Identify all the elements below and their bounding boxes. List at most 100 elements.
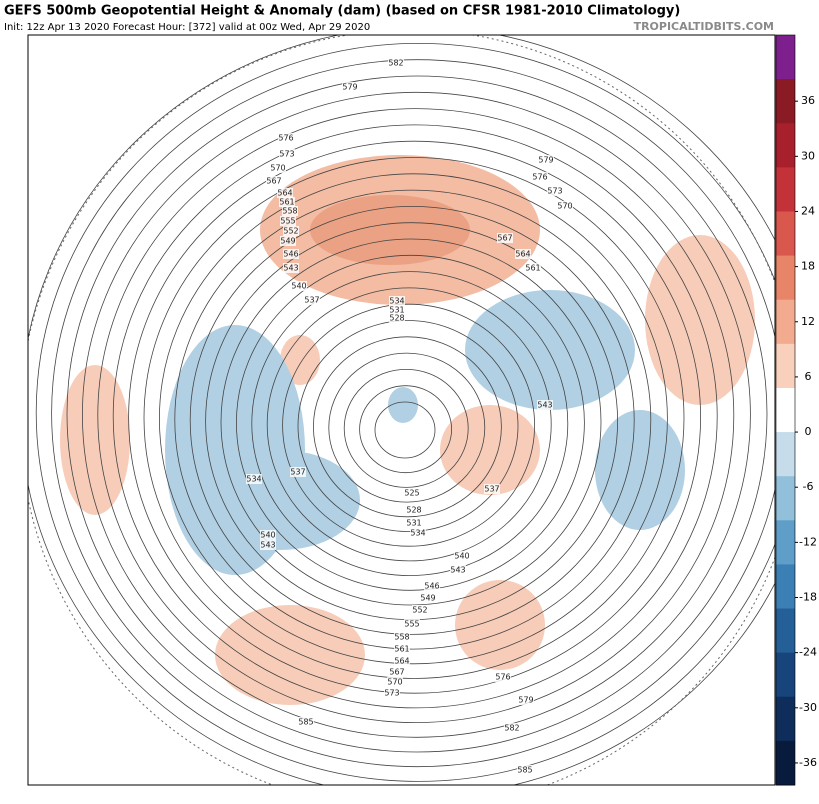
- label-bg: [518, 695, 534, 705]
- colorbar-segment: [776, 476, 795, 521]
- contour-label: 564: [394, 657, 409, 666]
- contour-label: 570: [387, 678, 402, 687]
- contour-label: 543: [260, 541, 275, 550]
- contour-label: 543: [283, 264, 298, 273]
- contour-label: 579: [518, 696, 533, 705]
- label-bg: [394, 656, 410, 666]
- contour-label: 549: [280, 237, 295, 246]
- label-bg: [298, 717, 314, 727]
- map-frame: [27, 34, 776, 786]
- label-bg: [389, 313, 405, 323]
- label-bg: [384, 688, 400, 698]
- contour-label: 534: [410, 529, 425, 538]
- label-bg: [406, 505, 422, 515]
- label-bg: [278, 133, 294, 143]
- contour: [189, 205, 635, 635]
- label-bg: [404, 619, 420, 629]
- contour-label: 534: [246, 475, 261, 484]
- colorbar-segment: [776, 696, 795, 742]
- contour: [97, 108, 735, 724]
- contour-label: 552: [412, 606, 427, 615]
- contour-label: 528: [389, 314, 404, 323]
- colorbar-segment: [776, 432, 795, 477]
- contour: [359, 385, 453, 474]
- contour-label: 582: [504, 724, 519, 733]
- label-bg: [279, 197, 295, 207]
- contour-label: 555: [280, 217, 295, 226]
- colorbar-segment: [776, 343, 795, 389]
- contour: [251, 271, 569, 577]
- colorbar-segment: [776, 255, 795, 301]
- contour: [312, 336, 502, 518]
- colorbar-segment: [776, 608, 795, 654]
- contour-label: 573: [279, 150, 294, 159]
- contour-label: 567: [389, 668, 404, 677]
- contour-label: 531: [406, 519, 421, 528]
- colorbar-segment: [776, 299, 795, 345]
- colorbar-label: -24: [799, 646, 817, 659]
- contour: [143, 157, 685, 679]
- colorbar-label: 36: [801, 94, 815, 107]
- contour-label: 531: [389, 306, 404, 315]
- label-bg: [404, 488, 420, 498]
- contour-label: 561: [279, 198, 294, 207]
- contour-label: 546: [424, 582, 439, 591]
- label-bg: [283, 226, 299, 236]
- contour: [343, 368, 469, 488]
- colorbar-label: -18: [799, 591, 817, 604]
- contour: [266, 287, 552, 562]
- label-bg: [260, 530, 276, 540]
- label-bg: [280, 236, 296, 246]
- label-bg: [277, 188, 293, 198]
- label-bg: [547, 186, 563, 196]
- contour: [112, 124, 718, 709]
- contour: [174, 189, 652, 650]
- label-bg: [517, 765, 533, 775]
- contour-label: 537: [304, 296, 319, 305]
- label-bg: [394, 644, 410, 654]
- label-bg: [266, 176, 282, 186]
- contour-label: 549: [420, 594, 435, 603]
- contour-label: 567: [497, 234, 512, 243]
- contour: [81, 91, 751, 738]
- label-bg: [270, 163, 286, 173]
- map: 5825795765735705675645615585555525495465…: [28, 35, 775, 785]
- colorbar-segment: [776, 652, 795, 698]
- contour-label: 576: [495, 673, 510, 682]
- label-bg: [410, 528, 426, 538]
- contour-label: 564: [277, 189, 292, 198]
- contour-label: 573: [384, 689, 399, 698]
- label-bg: [424, 581, 440, 591]
- contour: [374, 401, 436, 459]
- contour-label: 570: [270, 164, 285, 173]
- label-bg: [389, 296, 405, 306]
- label-bg: [537, 400, 553, 410]
- label-bg: [283, 263, 299, 273]
- contour-label: 528: [406, 506, 421, 515]
- label-bg: [538, 155, 554, 165]
- contour-label: 558: [282, 207, 297, 216]
- contour: [328, 352, 486, 503]
- label-bg: [280, 216, 296, 226]
- colorbar: 36 30 24 18 12 6 0 -6 -12 -18 -24 -30 -36: [775, 34, 817, 786]
- contour-label: 585: [517, 766, 532, 775]
- colorbar-label: -12: [799, 535, 817, 548]
- contour-label: 555: [404, 620, 419, 629]
- colorbar-segment: [776, 564, 795, 610]
- contour-label: 540: [260, 531, 275, 540]
- label-bg: [387, 677, 403, 687]
- contour-label: 543: [450, 566, 465, 575]
- anomalies: [60, 155, 755, 705]
- contour-labels: 5825795765735705675645615585555525495465…: [246, 58, 573, 775]
- colorbar-label: 18: [801, 260, 815, 273]
- contour-label: 540: [454, 552, 469, 561]
- contour: [158, 173, 668, 665]
- contour: [297, 320, 519, 532]
- contour: [35, 43, 775, 782]
- label-bg: [412, 605, 428, 615]
- contour-label: 552: [283, 227, 298, 236]
- label-bg: [260, 540, 276, 550]
- label-bg: [504, 723, 520, 733]
- colorbar-label: -6: [803, 480, 814, 493]
